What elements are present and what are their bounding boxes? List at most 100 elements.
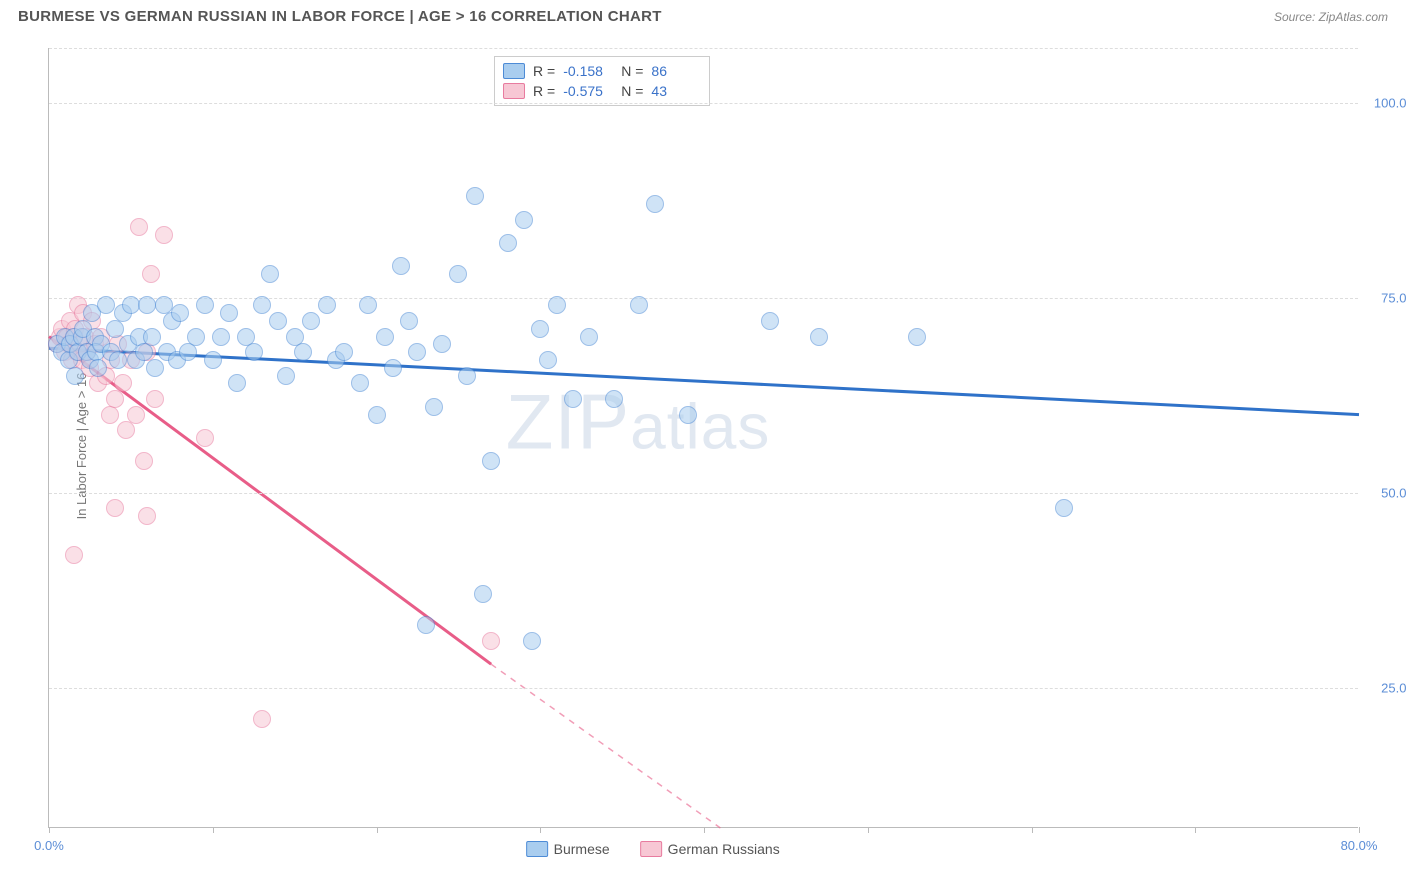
n-value: 86 — [651, 63, 701, 79]
legend-label: Burmese — [554, 841, 610, 857]
scatter-point-burmese — [106, 320, 124, 338]
scatter-point-burmese — [146, 359, 164, 377]
scatter-point-burmese — [302, 312, 320, 330]
scatter-point-burmese — [253, 296, 271, 314]
scatter-point-burmese — [384, 359, 402, 377]
stat-row-burmese: R =-0.158N =86 — [503, 61, 701, 81]
scatter-point-german — [106, 499, 124, 517]
x-tick-label: 0.0% — [34, 838, 64, 853]
gridline-h — [49, 688, 1358, 689]
scatter-point-burmese — [359, 296, 377, 314]
scatter-point-burmese — [135, 343, 153, 361]
x-tick — [704, 827, 705, 833]
scatter-point-burmese — [294, 343, 312, 361]
scatter-point-burmese — [580, 328, 598, 346]
scatter-point-burmese — [261, 265, 279, 283]
scatter-point-burmese — [1055, 499, 1073, 517]
scatter-point-burmese — [466, 187, 484, 205]
scatter-point-burmese — [351, 374, 369, 392]
scatter-point-german — [196, 429, 214, 447]
scatter-point-burmese — [212, 328, 230, 346]
legend: Burmese German Russians — [526, 841, 780, 857]
scatter-point-burmese — [408, 343, 426, 361]
scatter-point-burmese — [318, 296, 336, 314]
y-tick-label: 25.0% — [1363, 680, 1406, 695]
scatter-point-burmese — [277, 367, 295, 385]
x-tick — [1359, 827, 1360, 833]
scatter-point-burmese — [376, 328, 394, 346]
scatter-point-burmese — [458, 367, 476, 385]
x-tick-label: 80.0% — [1341, 838, 1378, 853]
scatter-point-burmese — [548, 296, 566, 314]
scatter-point-german — [482, 632, 500, 650]
swatch-german — [503, 83, 525, 99]
chart-plot-area: ZIPatlas R =-0.158N =86R =-0.575N =43 Bu… — [48, 48, 1358, 828]
scatter-point-burmese — [400, 312, 418, 330]
n-value: 43 — [651, 83, 701, 99]
r-label: R = — [533, 83, 555, 99]
y-tick-label: 75.0% — [1363, 290, 1406, 305]
legend-swatch — [526, 841, 548, 857]
x-tick — [540, 827, 541, 833]
x-tick — [1195, 827, 1196, 833]
scatter-point-burmese — [425, 398, 443, 416]
legend-label: German Russians — [668, 841, 780, 857]
scatter-point-burmese — [531, 320, 549, 338]
scatter-point-burmese — [171, 304, 189, 322]
n-label: N = — [621, 83, 643, 99]
scatter-point-burmese — [605, 390, 623, 408]
legend-item-burmese: Burmese — [526, 841, 610, 857]
scatter-point-german — [146, 390, 164, 408]
gridline-h — [49, 493, 1358, 494]
scatter-point-burmese — [138, 296, 156, 314]
scatter-point-burmese — [204, 351, 222, 369]
scatter-point-german — [106, 390, 124, 408]
scatter-point-burmese — [482, 452, 500, 470]
scatter-point-burmese — [228, 374, 246, 392]
n-label: N = — [621, 63, 643, 79]
scatter-point-german — [155, 226, 173, 244]
x-tick — [213, 827, 214, 833]
scatter-point-burmese — [220, 304, 238, 322]
legend-item-german: German Russians — [640, 841, 780, 857]
r-label: R = — [533, 63, 555, 79]
scatter-point-burmese — [245, 343, 263, 361]
scatter-point-burmese — [122, 296, 140, 314]
regression-lines — [49, 48, 1358, 827]
scatter-point-german — [101, 406, 119, 424]
scatter-point-burmese — [539, 351, 557, 369]
stat-row-german: R = -0.575 N = 43 — [503, 81, 701, 101]
y-tick-label: 50.0% — [1363, 485, 1406, 500]
scatter-point-burmese — [499, 234, 517, 252]
y-tick-label: 100.0% — [1363, 95, 1406, 110]
scatter-point-burmese — [449, 265, 467, 283]
x-tick — [868, 827, 869, 833]
scatter-point-burmese — [335, 343, 353, 361]
scatter-point-burmese — [474, 585, 492, 603]
x-tick — [1032, 827, 1033, 833]
scatter-point-burmese — [109, 351, 127, 369]
scatter-point-burmese — [187, 328, 205, 346]
scatter-point-burmese — [433, 335, 451, 353]
scatter-point-burmese — [679, 406, 697, 424]
scatter-point-burmese — [97, 296, 115, 314]
scatter-point-burmese — [523, 632, 541, 650]
scatter-point-burmese — [810, 328, 828, 346]
scatter-point-burmese — [269, 312, 287, 330]
gridline-h — [49, 298, 1358, 299]
gridline-h — [49, 48, 1358, 49]
scatter-point-german — [142, 265, 160, 283]
scatter-point-burmese — [630, 296, 648, 314]
scatter-point-burmese — [417, 616, 435, 634]
source-label: Source: ZipAtlas.com — [1274, 10, 1388, 24]
r-value: -0.575 — [563, 83, 613, 99]
scatter-point-burmese — [196, 296, 214, 314]
scatter-point-german — [253, 710, 271, 728]
scatter-point-burmese — [392, 257, 410, 275]
scatter-point-burmese — [179, 343, 197, 361]
scatter-point-burmese — [646, 195, 664, 213]
scatter-point-burmese — [66, 367, 84, 385]
scatter-point-german — [117, 421, 135, 439]
correlation-stats-box: R =-0.158N =86R =-0.575N =43 — [494, 56, 710, 106]
x-tick — [49, 827, 50, 833]
